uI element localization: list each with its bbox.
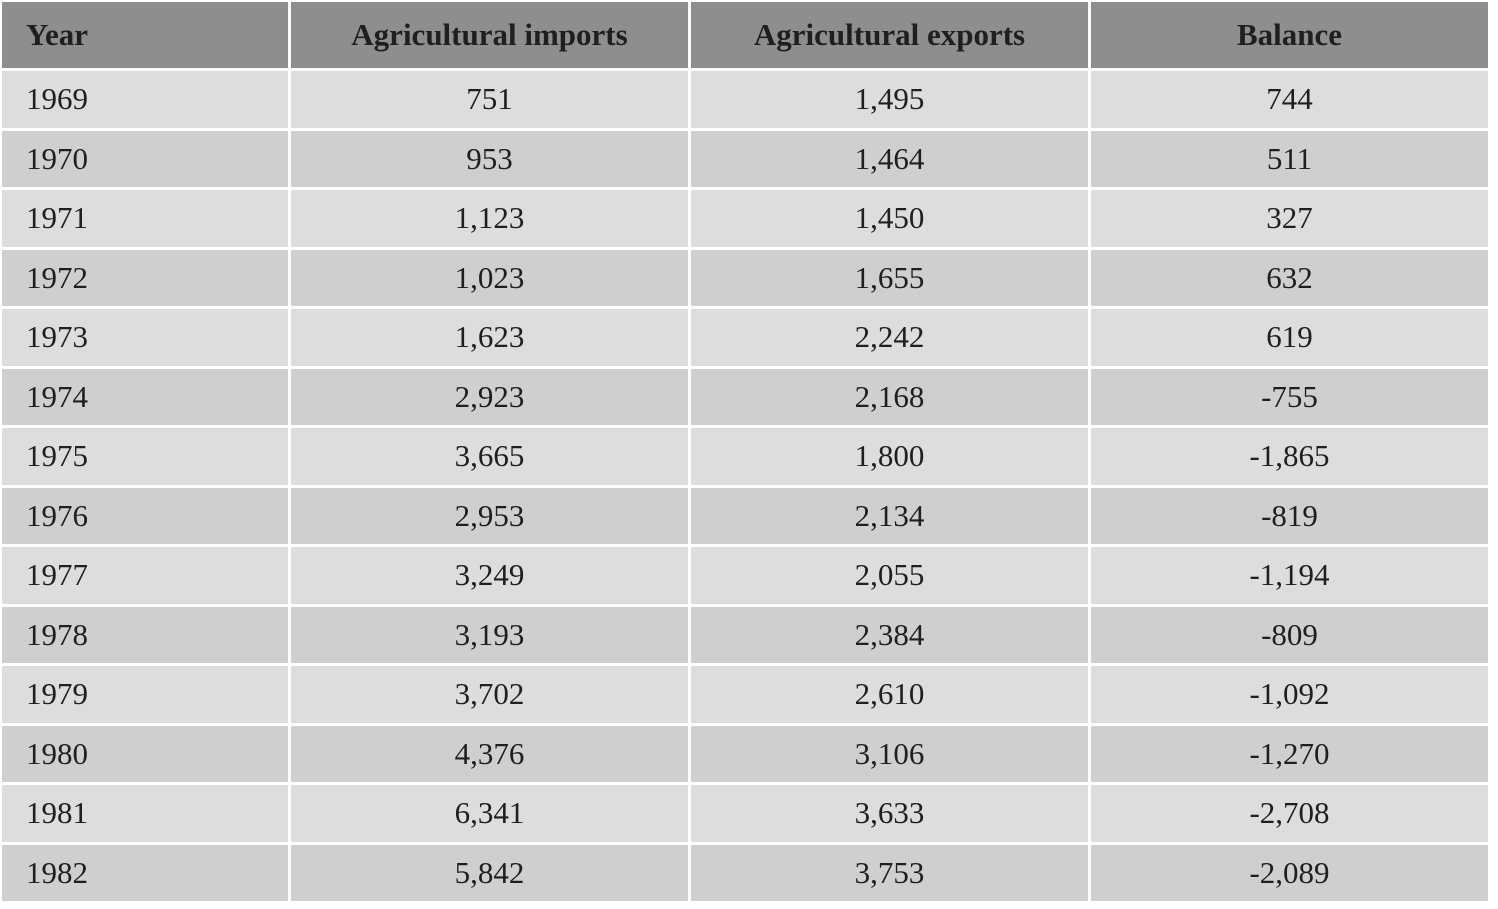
value-cell: 1,464 bbox=[691, 130, 1088, 187]
value-cell: 3,665 bbox=[291, 428, 688, 485]
value-cell: 6,341 bbox=[291, 785, 688, 842]
value-cell: 1,023 bbox=[291, 249, 688, 306]
value-cell: 2,923 bbox=[291, 368, 688, 425]
value-cell: 751 bbox=[291, 71, 688, 128]
table-row: 1972 1,023 1,655 632 bbox=[2, 249, 1488, 306]
value-cell: -755 bbox=[1091, 368, 1488, 425]
table-row: 1973 1,623 2,242 619 bbox=[2, 309, 1488, 366]
value-cell: 3,633 bbox=[691, 785, 1088, 842]
value-cell: 2,384 bbox=[691, 606, 1088, 663]
value-cell: 1,123 bbox=[291, 190, 688, 247]
value-cell: 5,842 bbox=[291, 844, 688, 901]
table-row: 1982 5,842 3,753 -2,089 bbox=[2, 844, 1488, 901]
value-cell: -1,194 bbox=[1091, 547, 1488, 604]
value-cell: 2,168 bbox=[691, 368, 1088, 425]
year-cell: 1970 bbox=[2, 130, 288, 187]
value-cell: 2,134 bbox=[691, 487, 1088, 544]
year-cell: 1981 bbox=[2, 785, 288, 842]
value-cell: 1,623 bbox=[291, 309, 688, 366]
value-cell: 2,055 bbox=[691, 547, 1088, 604]
value-cell: 744 bbox=[1091, 71, 1488, 128]
value-cell: -1,092 bbox=[1091, 666, 1488, 723]
table-row: 1976 2,953 2,134 -819 bbox=[2, 487, 1488, 544]
value-cell: 3,193 bbox=[291, 606, 688, 663]
table-row: 1974 2,923 2,168 -755 bbox=[2, 368, 1488, 425]
value-cell: -2,089 bbox=[1091, 844, 1488, 901]
value-cell: 1,450 bbox=[691, 190, 1088, 247]
year-cell: 1979 bbox=[2, 666, 288, 723]
year-cell: 1978 bbox=[2, 606, 288, 663]
year-cell: 1975 bbox=[2, 428, 288, 485]
table-row: 1970 953 1,464 511 bbox=[2, 130, 1488, 187]
value-cell: -2,708 bbox=[1091, 785, 1488, 842]
value-cell: 3,702 bbox=[291, 666, 688, 723]
value-cell: 3,753 bbox=[691, 844, 1088, 901]
year-cell: 1973 bbox=[2, 309, 288, 366]
value-cell: 511 bbox=[1091, 130, 1488, 187]
value-cell: 3,249 bbox=[291, 547, 688, 604]
table-row: 1971 1,123 1,450 327 bbox=[2, 190, 1488, 247]
header-cell: Agricultural exports bbox=[691, 2, 1088, 68]
header-cell: Agricultural imports bbox=[291, 2, 688, 68]
table-row: 1975 3,665 1,800 -1,865 bbox=[2, 428, 1488, 485]
year-cell: 1977 bbox=[2, 547, 288, 604]
year-cell: 1980 bbox=[2, 725, 288, 782]
table-body: 1969 751 1,495 744 1970 953 1,464 511 1971 1,123 1… bbox=[2, 71, 1488, 901]
table-row: 1977 3,249 2,055 -1,194 bbox=[2, 547, 1488, 604]
year-cell: 1972 bbox=[2, 249, 288, 306]
header-cell: Balance bbox=[1091, 2, 1488, 68]
value-cell: 327 bbox=[1091, 190, 1488, 247]
table-row: 1981 6,341 3,633 -2,708 bbox=[2, 785, 1488, 842]
header-cell: Year bbox=[2, 2, 288, 68]
value-cell: 632 bbox=[1091, 249, 1488, 306]
value-cell: 2,953 bbox=[291, 487, 688, 544]
year-cell: 1976 bbox=[2, 487, 288, 544]
value-cell: 1,655 bbox=[691, 249, 1088, 306]
value-cell: 3,106 bbox=[691, 725, 1088, 782]
header-row: Year Agricultural imports Agricultural exp… bbox=[2, 2, 1488, 68]
year-cell: 1982 bbox=[2, 844, 288, 901]
value-cell: -1,270 bbox=[1091, 725, 1488, 782]
table-row: 1978 3,193 2,384 -809 bbox=[2, 606, 1488, 663]
year-cell: 1974 bbox=[2, 368, 288, 425]
table-header: Year Agricultural imports Agricultural exp… bbox=[2, 2, 1488, 68]
value-cell: 619 bbox=[1091, 309, 1488, 366]
value-cell: -819 bbox=[1091, 487, 1488, 544]
year-cell: 1969 bbox=[2, 71, 288, 128]
value-cell: 4,376 bbox=[291, 725, 688, 782]
value-cell: -1,865 bbox=[1091, 428, 1488, 485]
table-row: 1969 751 1,495 744 bbox=[2, 71, 1488, 128]
value-cell: 953 bbox=[291, 130, 688, 187]
value-cell: 1,800 bbox=[691, 428, 1088, 485]
year-cell: 1971 bbox=[2, 190, 288, 247]
table-row: 1980 4,376 3,106 -1,270 bbox=[2, 725, 1488, 782]
value-cell: 2,610 bbox=[691, 666, 1088, 723]
value-cell: -809 bbox=[1091, 606, 1488, 663]
table-row: 1979 3,702 2,610 -1,092 bbox=[2, 666, 1488, 723]
value-cell: 1,495 bbox=[691, 71, 1088, 128]
value-cell: 2,242 bbox=[691, 309, 1088, 366]
